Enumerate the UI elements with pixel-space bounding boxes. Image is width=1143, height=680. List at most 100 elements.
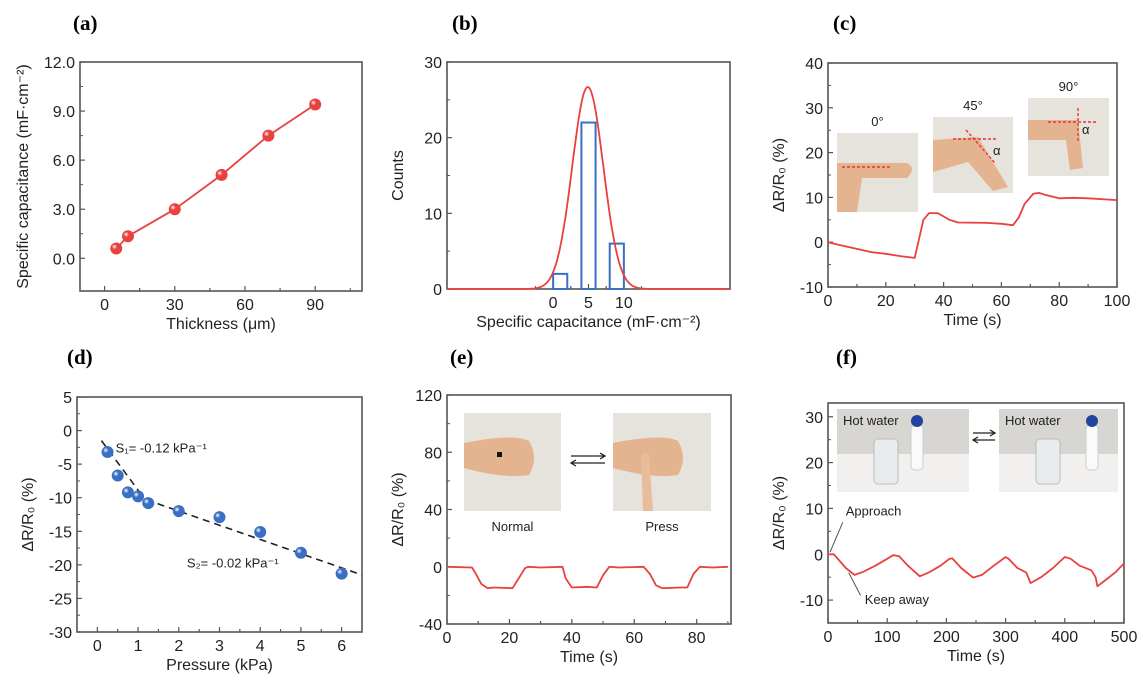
- x-tick-label: 0: [100, 297, 109, 314]
- x-tick-label: 60: [993, 293, 1011, 310]
- x-tick-label: 40: [935, 293, 953, 310]
- angle-caption: 45°: [963, 98, 983, 113]
- x-tick-label: 2: [174, 638, 183, 655]
- slope-annotation: S₁= -0.12 kPa⁻¹: [116, 441, 208, 456]
- data-point: [309, 98, 322, 111]
- data-line: [828, 553, 1125, 588]
- data-point: [121, 486, 134, 499]
- finger-shape: [933, 137, 1008, 191]
- y-tick-label: 20: [805, 146, 823, 163]
- y-tick-label: 120: [415, 388, 442, 405]
- arrow-left-icon: [971, 436, 995, 444]
- y-tick-label: 10: [805, 501, 823, 518]
- y-axis-label: ΔR/R₀ (%): [771, 476, 788, 550]
- x-tick-label: 20: [501, 630, 519, 647]
- panel-label: (f): [836, 345, 857, 369]
- table-surface: [837, 454, 969, 492]
- y-tick-label: -10: [800, 280, 823, 297]
- histogram-bar: [552, 272, 569, 291]
- angle-caption: 0°: [871, 114, 883, 129]
- panel-label: (c): [833, 11, 856, 35]
- y-tick-label: 30: [805, 410, 823, 427]
- x-tick-label: 80: [688, 630, 706, 647]
- y-tick-label: -40: [419, 617, 442, 634]
- panel-label: (d): [67, 345, 93, 369]
- data-point: [262, 129, 275, 142]
- astronaut-helmet: [1086, 415, 1098, 427]
- y-tick-label: 9.0: [53, 104, 75, 121]
- plot-frame: [446, 61, 731, 290]
- annotation-arrow: [829, 521, 844, 553]
- y-tick-label: -5: [58, 457, 72, 474]
- data-point: [121, 230, 134, 243]
- y-tick-label: 6.0: [53, 153, 75, 170]
- y-tick-label: -15: [49, 524, 72, 541]
- y-tick-label: 80: [424, 445, 442, 462]
- y-tick-label: 5: [63, 390, 72, 407]
- inset-wrist-0: Normal: [464, 413, 561, 534]
- data-line: [446, 565, 728, 590]
- plot-frame: [79, 61, 363, 292]
- x-axis-label: Thickness (μm): [166, 316, 276, 333]
- x-tick-label: 0: [443, 630, 452, 647]
- data-line: [827, 192, 1118, 259]
- inset-caption: Hot water: [1005, 413, 1061, 428]
- x-tick-label: 200: [933, 629, 960, 646]
- data-point: [213, 511, 226, 524]
- data-point: [215, 168, 228, 181]
- x-tick-label: 5: [584, 295, 593, 312]
- y-tick-label: -25: [49, 591, 72, 608]
- astronaut-helmet: [911, 415, 923, 427]
- y-tick-label: 12.0: [44, 55, 75, 72]
- pressing-finger: [641, 453, 653, 511]
- inset-caption: Normal: [492, 519, 534, 534]
- x-tick-label: 0: [93, 638, 102, 655]
- y-axis-label: ΔR/R₀ (%): [20, 477, 37, 551]
- panel-label: (a): [73, 11, 98, 35]
- reference-line: [965, 129, 996, 164]
- data-point: [168, 203, 181, 216]
- x-tick-label: 0: [824, 629, 833, 646]
- panel-label: (e): [450, 345, 473, 369]
- x-tick-label: 6: [337, 638, 346, 655]
- angle-label: α: [1082, 122, 1090, 137]
- inset-hot-water-0: Hot water: [837, 409, 969, 492]
- y-tick-label: 10: [805, 190, 823, 207]
- panel-d: (d) 0 1 2 3 4 5 6 -30 -25 -20 -15 -10 -5 0 5 Pressure (k…: [20, 345, 363, 674]
- sensor-marker: [497, 452, 502, 457]
- y-tick-label: 0: [814, 235, 823, 252]
- x-axis-label: Pressure (kPa): [166, 657, 273, 674]
- slope-annotation: S₂= -0.02 kPa⁻¹: [187, 556, 279, 571]
- x-tick-label: 100: [1104, 293, 1131, 310]
- annotation-approach: Approach: [846, 503, 902, 518]
- y-tick-label: 40: [424, 503, 442, 520]
- panel-label: (b): [452, 11, 478, 35]
- x-tick-label: 60: [625, 630, 643, 647]
- inset-finger-2: α 90°: [1028, 79, 1109, 176]
- x-axis-label: Time (s): [947, 648, 1005, 665]
- data-point: [132, 490, 145, 503]
- water-bottle: [1035, 438, 1061, 485]
- x-tick-label: 4: [256, 638, 265, 655]
- astronaut-figure: [910, 424, 924, 471]
- x-tick-label: 300: [992, 629, 1019, 646]
- angle-caption: 90°: [1059, 79, 1079, 94]
- data-line: [115, 103, 316, 250]
- angle-label: α: [993, 143, 1001, 158]
- x-tick-label: 90: [306, 297, 324, 314]
- x-axis-label: Time (s): [943, 312, 1001, 329]
- inset-wrist-1: Press: [613, 413, 711, 534]
- arrow-left-icon: [569, 459, 605, 467]
- y-axis-label: ΔR/R₀ (%): [771, 138, 788, 212]
- astronaut-figure: [1085, 424, 1099, 471]
- y-tick-label: 0.0: [53, 251, 75, 268]
- inset-caption: Hot water: [843, 413, 899, 428]
- y-tick-label: -10: [49, 491, 72, 508]
- data-point: [172, 505, 185, 518]
- inset-finger-1: α 45°: [933, 98, 1013, 193]
- x-tick-label: 40: [563, 630, 581, 647]
- panel-b: (b) 0 5 10 0 10 20 30 Specific capacitance (mF·c…: [390, 11, 731, 331]
